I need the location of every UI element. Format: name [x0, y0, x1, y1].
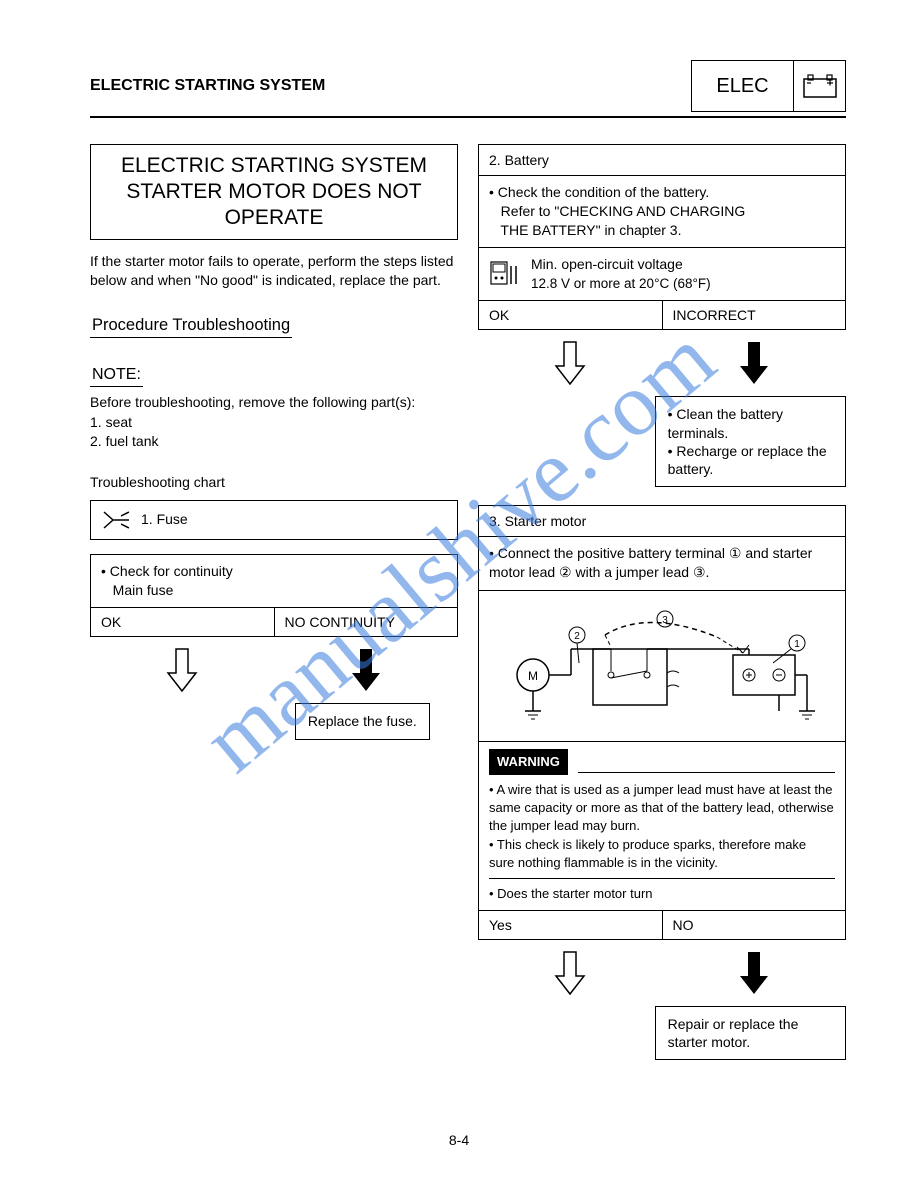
intro-para: If the starter motor fails to operate, p…: [90, 252, 458, 290]
system-heading: ELECTRIC STARTING SYSTEM STARTER MOTOR D…: [90, 144, 458, 241]
arrow-down-filled-icon: [737, 950, 771, 996]
meter-icon: [489, 260, 521, 288]
remove-item-2: 2. fuel tank: [90, 432, 458, 452]
svg-text:3: 3: [662, 615, 668, 626]
step3-action: Repair or replace the starter motor.: [655, 1006, 846, 1060]
step3-title: 3. Starter motor: [479, 506, 845, 536]
warning-text: • A wire that is used as a jumper lead m…: [489, 781, 835, 872]
pliers-icon: [101, 508, 133, 532]
step2-ok: OK: [479, 300, 663, 329]
header-title: ELECTRIC STARTING SYSTEM: [90, 77, 325, 95]
step1-action: Replace the fuse.: [295, 703, 430, 739]
arrow-down-filled-icon: [737, 340, 771, 386]
step2-spec-label: Min. open-circuit voltage: [531, 255, 711, 274]
header-box: ELEC: [691, 60, 846, 112]
procedure-heading-text: Procedure Troubleshooting: [90, 312, 292, 338]
procedure-heading: Procedure Troubleshooting: [90, 312, 458, 338]
step1-ng: NO CONTINUITY: [275, 607, 458, 636]
remove-item-1: 1. seat: [90, 413, 458, 433]
step1-box: 1. Fuse: [90, 500, 458, 540]
step1-check: • Check for continuity Main fuse OK NO C…: [90, 554, 458, 638]
step2-check-line-0: • Check the condition of the battery.: [489, 183, 835, 202]
note-label-text: NOTE:: [90, 356, 143, 387]
header-code: ELEC: [692, 75, 793, 98]
note-label: NOTE:: [90, 356, 458, 387]
arrow-down-filled-icon: [349, 647, 383, 693]
system-heading-line1: ELECTRIC STARTING SYSTEM: [121, 154, 427, 177]
step2-ng: INCORRECT: [663, 300, 846, 329]
arrow-down-hollow-icon: [553, 950, 587, 996]
arrow-down-hollow-icon: [165, 647, 199, 693]
battery-icon: [802, 73, 838, 99]
step2-spec-value: 12.8 V or more at 20°C (68°F): [531, 275, 711, 294]
step1-title: 1. Fuse: [141, 510, 188, 529]
step3-box: 3. Starter motor • Connect the positive …: [478, 505, 846, 940]
step2-action: • Clean the battery terminals. • Recharg…: [655, 396, 846, 487]
step1-ok: OK: [91, 607, 275, 636]
step3-check-line-0: • Connect the positive battery terminal …: [489, 544, 835, 583]
arrow-down-hollow-icon: [553, 340, 587, 386]
step3-ok: Yes: [479, 910, 663, 939]
step2-title: 2. Battery: [479, 145, 845, 175]
step2-box: 2. Battery • Check the condition of the …: [478, 144, 846, 331]
warning-question: • Does the starter motor turn: [489, 885, 835, 903]
note-body: Before troubleshooting, remove the follo…: [90, 393, 458, 413]
chart-heading: Troubleshooting chart: [90, 474, 458, 490]
svg-text:1: 1: [794, 639, 800, 650]
step1-check-line-0: • Check for continuity: [101, 562, 447, 581]
svg-text:M: M: [528, 669, 538, 683]
step2-check-line-2: THE BATTERY" in chapter 3.: [489, 221, 835, 240]
page-number: 8-4: [0, 1132, 918, 1148]
step3-ng: NO: [663, 910, 846, 939]
step1-check-line-1: Main fuse: [101, 581, 447, 600]
warning-label: WARNING: [489, 749, 568, 775]
svg-text:2: 2: [574, 631, 580, 642]
system-heading-line2: STARTER MOTOR DOES NOT OPERATE: [126, 180, 421, 229]
starter-circuit-diagram: M: [497, 603, 827, 733]
step2-check-line-1: Refer to "CHECKING AND CHARGING: [489, 202, 835, 221]
